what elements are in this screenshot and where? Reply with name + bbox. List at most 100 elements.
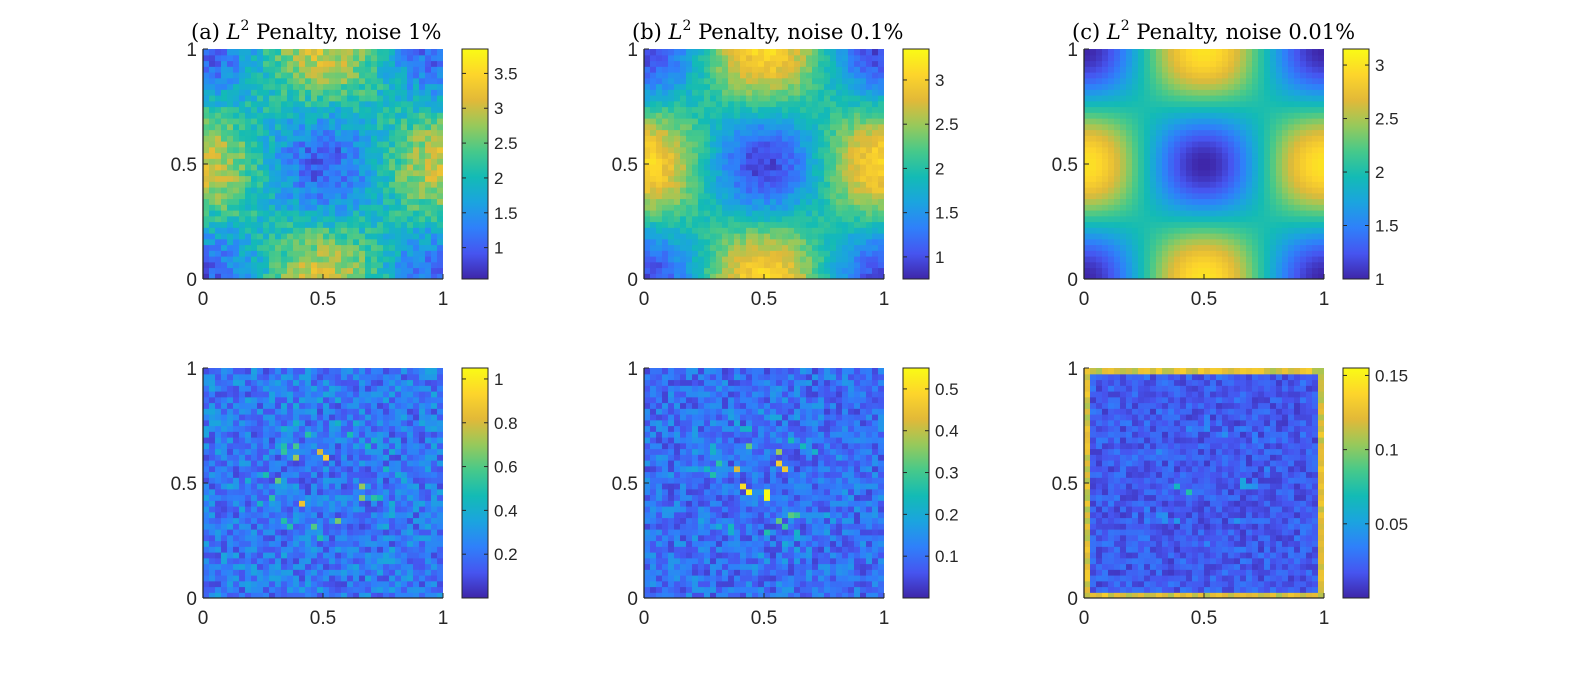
heatmap-cell <box>1222 118 1229 125</box>
heatmap-cell <box>233 95 240 102</box>
heatmap-cell <box>383 181 390 188</box>
heatmap-cell <box>431 54 438 62</box>
heatmap-cell <box>299 158 306 165</box>
heatmap-cell <box>1198 169 1205 177</box>
heatmap-cell <box>1300 66 1307 73</box>
heatmap-cell <box>1306 215 1313 223</box>
heatmap-cell <box>1228 66 1235 73</box>
heatmap-cell <box>1228 215 1235 223</box>
heatmap-cell <box>716 256 723 263</box>
heatmap-cell <box>854 267 861 274</box>
heatmap-cell <box>1084 72 1091 79</box>
heatmap-cell <box>788 233 795 240</box>
heatmap-cell <box>347 198 354 205</box>
heatmap-cell <box>221 106 228 113</box>
heatmap-cell <box>365 250 372 257</box>
heatmap-cell <box>1246 164 1253 171</box>
heatmap-cell <box>872 66 879 73</box>
heatmap-cell <box>698 227 705 234</box>
heatmap-cell <box>692 135 699 142</box>
heatmap-cell <box>1084 89 1091 96</box>
heatmap-cell <box>1186 106 1193 113</box>
heatmap-cell <box>341 89 348 96</box>
heatmap-cell <box>800 66 807 73</box>
heatmap-cell <box>848 106 855 113</box>
heatmap-cell <box>413 118 420 125</box>
heatmap-cell <box>656 256 663 263</box>
heatmap-cell <box>245 198 252 205</box>
heatmap-cell <box>209 425 216 432</box>
heatmap-cell <box>668 210 675 217</box>
heatmap-cell <box>269 244 276 251</box>
heatmap-cell <box>233 221 240 228</box>
heatmap-cell <box>680 215 687 223</box>
heatmap-cell <box>257 66 264 73</box>
heatmap-cell <box>1276 141 1283 148</box>
heatmap-cell <box>413 152 420 159</box>
heatmap-cell <box>1210 66 1217 73</box>
heatmap-cell <box>752 106 759 113</box>
heatmap-cell <box>323 106 330 113</box>
heatmap-cell <box>311 210 318 217</box>
heatmap-cell <box>644 244 651 251</box>
heatmap-cell <box>1258 123 1265 131</box>
heatmap-cell <box>1180 267 1187 274</box>
heatmap-cell <box>794 95 801 102</box>
heatmap-cell <box>710 198 717 205</box>
heatmap-cell <box>1162 106 1169 113</box>
heatmap-cell <box>287 54 294 62</box>
heatmap-cell <box>263 49 270 56</box>
heatmap-cell <box>656 49 663 56</box>
heatmap-cell <box>674 95 681 102</box>
heatmap-cell <box>806 238 813 246</box>
heatmap-cell <box>824 233 831 240</box>
heatmap-cell <box>1084 238 1091 246</box>
heatmap-cell <box>1126 238 1133 246</box>
heatmap-cell <box>1144 141 1151 148</box>
heatmap-cell <box>1252 164 1259 171</box>
heatmap-cell <box>1216 175 1223 182</box>
heatmap-cell <box>1186 49 1193 56</box>
heatmap-cell <box>1276 204 1283 211</box>
heatmap-cell <box>1138 72 1145 79</box>
heatmap-cell <box>1204 267 1211 274</box>
heatmap-cell <box>425 146 432 154</box>
x-tick-label: 1 <box>879 289 890 310</box>
heatmap-cell <box>656 66 663 73</box>
heatmap-cell <box>1108 181 1115 188</box>
heatmap-cell <box>830 181 837 188</box>
heatmap-cell <box>257 54 264 62</box>
heatmap-cell <box>419 261 426 269</box>
heatmap-cell <box>215 49 222 56</box>
heatmap-cell <box>818 106 825 113</box>
heatmap-cell <box>698 204 705 211</box>
heatmap-cell <box>203 563 210 570</box>
heatmap-cell <box>806 221 813 228</box>
heatmap-cell <box>1174 89 1181 96</box>
heatmap-cell <box>1204 164 1211 171</box>
heatmap-cell <box>650 77 657 85</box>
heatmap-cell <box>680 89 687 96</box>
heatmap-cell <box>305 158 312 165</box>
heatmap-cell <box>800 204 807 211</box>
heatmap-cell <box>275 181 282 188</box>
heatmap-cell <box>365 146 372 154</box>
heatmap-cell <box>425 227 432 234</box>
heatmap-cell <box>860 256 867 263</box>
heatmap-cell <box>1234 210 1241 217</box>
heatmap-cell <box>215 175 222 182</box>
heatmap-cell <box>1084 192 1091 200</box>
heatmap-cell <box>836 129 843 136</box>
heatmap-cell <box>1090 66 1097 73</box>
heatmap-cell <box>644 261 651 269</box>
heatmap-cell <box>365 129 372 136</box>
heatmap-cell <box>710 215 717 223</box>
heatmap-cell <box>215 95 222 102</box>
heatmap-cell <box>1222 169 1229 177</box>
heatmap-cell <box>215 146 222 154</box>
heatmap-cell <box>764 198 771 205</box>
heatmap-cell <box>1306 175 1313 182</box>
heatmap-cell <box>824 267 831 274</box>
heatmap-cell <box>650 221 657 228</box>
heatmap-cell <box>818 118 825 125</box>
